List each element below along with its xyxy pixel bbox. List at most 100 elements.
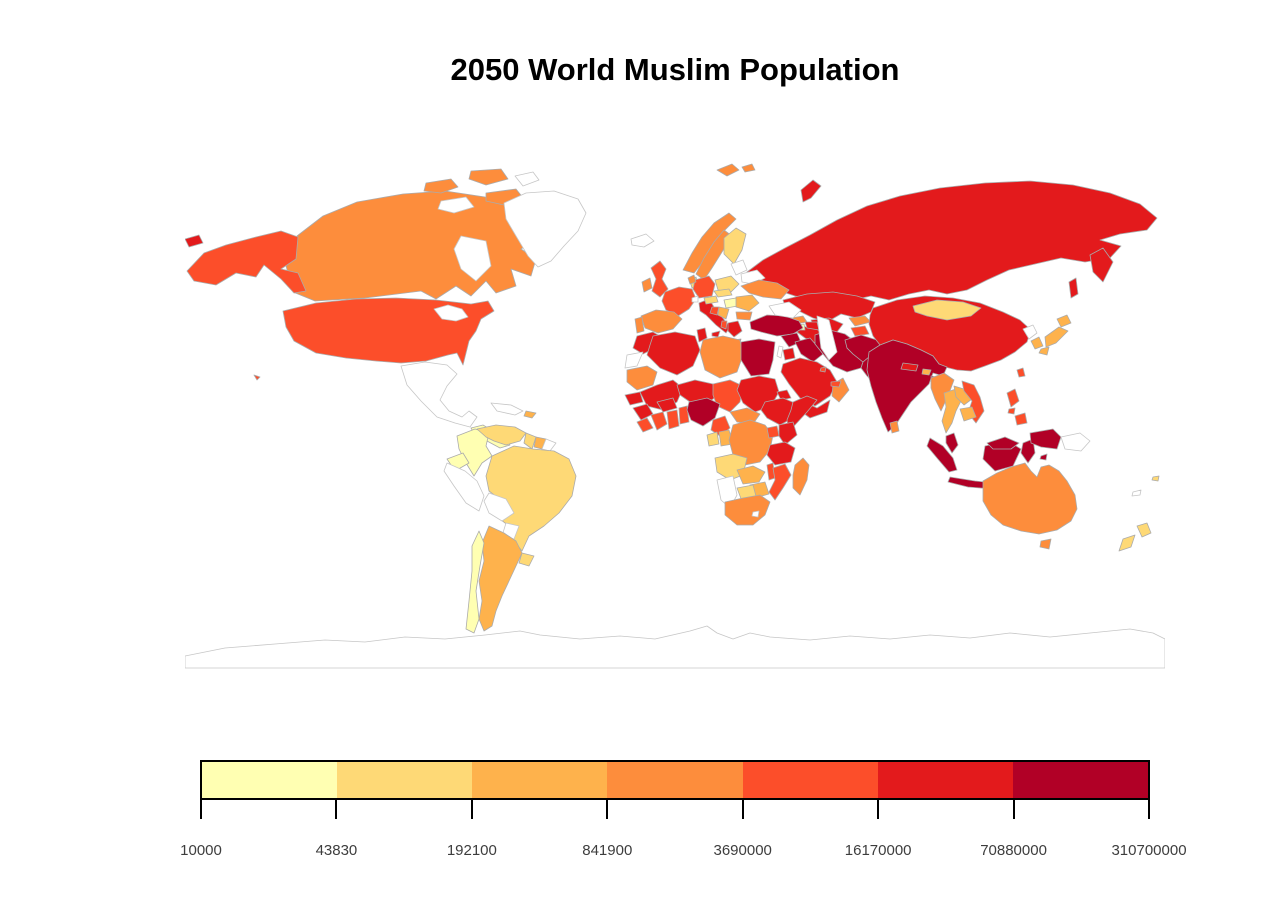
country-spain: [640, 309, 683, 334]
country-south_korea: [1030, 336, 1044, 350]
legend-tick: [470, 800, 473, 819]
country-gabon: [706, 431, 720, 447]
country-egypt: [740, 338, 776, 377]
country-uae: [830, 380, 842, 388]
country-russia_west_overflow: [185, 234, 204, 248]
country-algeria: [646, 331, 701, 376]
country-bolivia: [483, 492, 515, 522]
country-baltics: [730, 259, 748, 276]
country-ukraine: [740, 279, 790, 300]
legend-tick-label: 310700000: [1111, 842, 1187, 859]
legend-tick-label: 841900: [582, 842, 633, 859]
country-kuwait: [819, 366, 827, 373]
world-choropleth-map: [185, 140, 1165, 670]
country-arctic_islands_white: [514, 171, 540, 187]
country-albania: [720, 320, 728, 330]
world-map-svg: [185, 163, 1165, 669]
country-drc: [728, 419, 774, 466]
country-eritrea: [776, 389, 792, 401]
country-russia: [1089, 247, 1114, 283]
country-canada_islands: [423, 178, 459, 194]
legend-bar: [200, 760, 1150, 800]
country-taiwan: [1016, 367, 1026, 378]
country-madagascar: [792, 457, 810, 496]
legend-tick-label: 10000: [180, 842, 222, 859]
country-papua_new_guinea: [1060, 432, 1091, 452]
country-greece: [727, 320, 743, 338]
country-sri_lanka: [889, 420, 900, 434]
country-laos: [953, 385, 973, 406]
country-chad: [712, 379, 744, 413]
legend-tick: [877, 800, 880, 819]
country-novaya_zemlya: [800, 179, 822, 203]
legend-tick: [200, 800, 202, 819]
country-malaysia: [986, 436, 1020, 450]
country-ireland: [641, 277, 653, 293]
country-cambodia: [959, 406, 977, 422]
legend-segment: [202, 762, 338, 798]
country-kenya: [778, 421, 798, 446]
country-cuba: [490, 402, 524, 416]
legend-tick: [1148, 800, 1150, 819]
country-new_caledonia: [1131, 489, 1142, 497]
legend-segment: [607, 762, 743, 798]
legend-tick-label: 192100: [446, 842, 497, 859]
country-romania: [735, 294, 760, 312]
country-russia: [1068, 277, 1079, 299]
country-vietnam: [961, 380, 985, 424]
country-iceland: [630, 233, 655, 248]
country-tanzania: [766, 441, 796, 466]
country-mozambique: [768, 463, 792, 501]
country-mexico: [400, 361, 478, 428]
country-bulgaria: [735, 311, 753, 321]
country-venezuela: [476, 424, 527, 446]
country-antarctica: [185, 625, 1165, 669]
country-fiji: [1151, 475, 1160, 482]
country-mongolia: [912, 299, 982, 321]
country-uk: [650, 260, 669, 298]
legend-tick-label: 16170000: [844, 842, 912, 859]
country-usa: [282, 297, 495, 366]
country-indonesia: [1039, 453, 1048, 461]
legend-tick: [1012, 800, 1015, 819]
country-greenland: [503, 190, 587, 268]
country-svalbard: [741, 163, 756, 173]
country-sierra_leone_liberia: [636, 417, 654, 433]
country-kyrgyzstan: [848, 315, 872, 327]
country-guinea: [632, 403, 654, 421]
country-mauritania: [626, 365, 658, 391]
legend-ticks: 10000 43830 192100 841900 3690000 16170000 708…: [180, 800, 1187, 870]
country-philippines: [1006, 388, 1020, 408]
legend-segment: [337, 762, 473, 798]
country-canada: [284, 190, 537, 302]
country-argentina: [478, 525, 523, 632]
country-uganda: [766, 425, 780, 439]
country-france: [661, 286, 697, 317]
country-western_sahara: [624, 351, 644, 369]
country-czech_slovakia: [713, 288, 733, 298]
country-hawaii: [253, 374, 261, 381]
country-north_korea: [1022, 324, 1038, 340]
country-nigeria: [686, 397, 721, 427]
country-tunisia: [696, 327, 708, 343]
country-chile: [465, 530, 485, 634]
legend-tick: [741, 800, 744, 819]
country-alaska: [186, 230, 307, 294]
legend-segment: [1012, 762, 1148, 798]
country-finland: [723, 227, 747, 265]
country-malaysia: [945, 432, 959, 454]
country-nepal: [900, 362, 919, 372]
country-car: [729, 407, 761, 425]
water-great-lakes: [433, 304, 469, 322]
country-indonesia: [926, 437, 958, 473]
country-india: [866, 339, 948, 433]
country-zambia: [736, 465, 766, 485]
country-jordan: [782, 347, 796, 361]
country-australia: [1039, 538, 1052, 550]
country-philippines: [1014, 412, 1028, 426]
country-uruguay: [518, 552, 535, 567]
country-new_zealand: [1118, 534, 1136, 552]
legend-tick-label: 70880000: [980, 842, 1047, 859]
country-japan: [1038, 346, 1050, 356]
country-senegal: [624, 391, 644, 406]
